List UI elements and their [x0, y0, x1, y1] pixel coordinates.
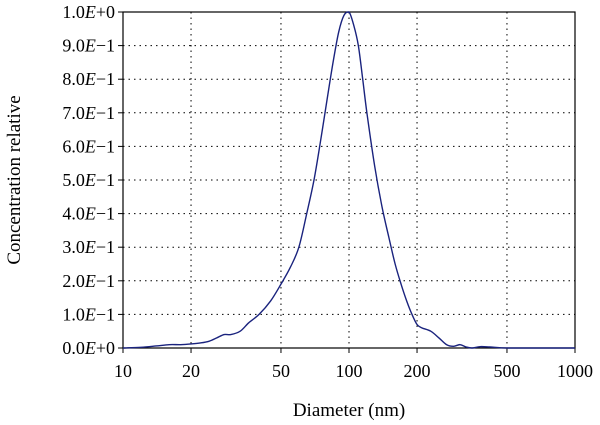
- y-tick-mantissa: 9.0: [62, 36, 85, 56]
- y-tick-mantissa: 3.0: [62, 237, 85, 257]
- x-tick-labels: 10 20 50 100 200 500 1000: [114, 361, 593, 381]
- series-layer: [122, 11, 575, 349]
- y-tick-exponent: −1: [96, 36, 115, 56]
- y-tick-exponent: −1: [96, 271, 115, 291]
- series-line: [122, 11, 575, 349]
- y-tick-mantissa: 5.0: [62, 170, 85, 190]
- y-tick-label: 5.0E−1: [62, 170, 115, 190]
- x-tick-label: 100: [336, 361, 363, 381]
- y-tick-e-letter: E: [84, 338, 96, 358]
- y-tick-e-letter: E: [84, 304, 96, 324]
- y-tick-label: 4.0E−1: [62, 204, 115, 224]
- x-tick-label: 50: [272, 361, 290, 381]
- y-tick-e-letter: E: [84, 103, 96, 123]
- y-tick-e-letter: E: [84, 69, 96, 89]
- y-tick-label: 7.0E−1: [62, 103, 115, 123]
- x-tick-label: 500: [493, 361, 520, 381]
- y-tick-label: 9.0E−1: [62, 36, 115, 56]
- grid-lines: [123, 12, 575, 348]
- y-tick-exponent: −1: [96, 103, 115, 123]
- y-tick-mantissa: 7.0: [62, 103, 85, 123]
- y-tick-label: 2.0E−1: [62, 271, 115, 291]
- y-tick-mantissa: 2.0: [62, 271, 85, 291]
- y-tick-e-letter: E: [84, 170, 96, 190]
- y-tick-exponent: −1: [96, 170, 115, 190]
- y-tick-exponent: −1: [96, 237, 115, 257]
- y-tick-exponent: +0: [96, 338, 115, 358]
- x-axis-title: Diameter (nm): [293, 400, 405, 421]
- y-tick-label: 1.0E−1: [62, 304, 115, 324]
- y-tick-exponent: −1: [96, 69, 115, 89]
- y-tick-e-letter: E: [84, 271, 96, 291]
- y-tick-mantissa: 1.0: [62, 304, 85, 324]
- y-tick-mantissa: 0.0: [62, 338, 85, 358]
- y-tick-e-letter: E: [84, 36, 96, 56]
- y-tick-exponent: −1: [96, 304, 115, 324]
- y-tick-exponent: −1: [96, 136, 115, 156]
- y-axis-title: Concentration relative: [4, 95, 25, 264]
- x-tick-label: 10: [114, 361, 132, 381]
- y-tick-e-letter: E: [84, 237, 96, 257]
- y-tick-label: 6.0E−1: [62, 136, 115, 156]
- x-tick-label: 200: [404, 361, 431, 381]
- y-tick-mantissa: 4.0: [62, 204, 85, 224]
- y-tick-label: 8.0E−1: [62, 69, 115, 89]
- y-tick-label: 3.0E−1: [62, 237, 115, 257]
- y-tick-exponent: −1: [96, 204, 115, 224]
- y-tick-e-letter: E: [84, 136, 96, 156]
- y-tick-exponent: +0: [96, 2, 115, 22]
- y-tick-labels: 0.0E+01.0E−12.0E−13.0E−14.0E−15.0E−16.0E…: [62, 2, 115, 358]
- y-tick-e-letter: E: [84, 2, 96, 22]
- y-tick-e-letter: E: [84, 204, 96, 224]
- y-tick-mantissa: 6.0: [62, 136, 85, 156]
- x-tick-label: 1000: [557, 361, 593, 381]
- y-tick-mantissa: 8.0: [62, 69, 85, 89]
- tick-marks: [118, 11, 576, 353]
- y-tick-label: 0.0E+0: [62, 338, 115, 358]
- y-tick-label: 1.0E+0: [62, 2, 115, 22]
- y-tick-mantissa: 1.0: [62, 2, 85, 22]
- x-tick-label: 20: [182, 361, 200, 381]
